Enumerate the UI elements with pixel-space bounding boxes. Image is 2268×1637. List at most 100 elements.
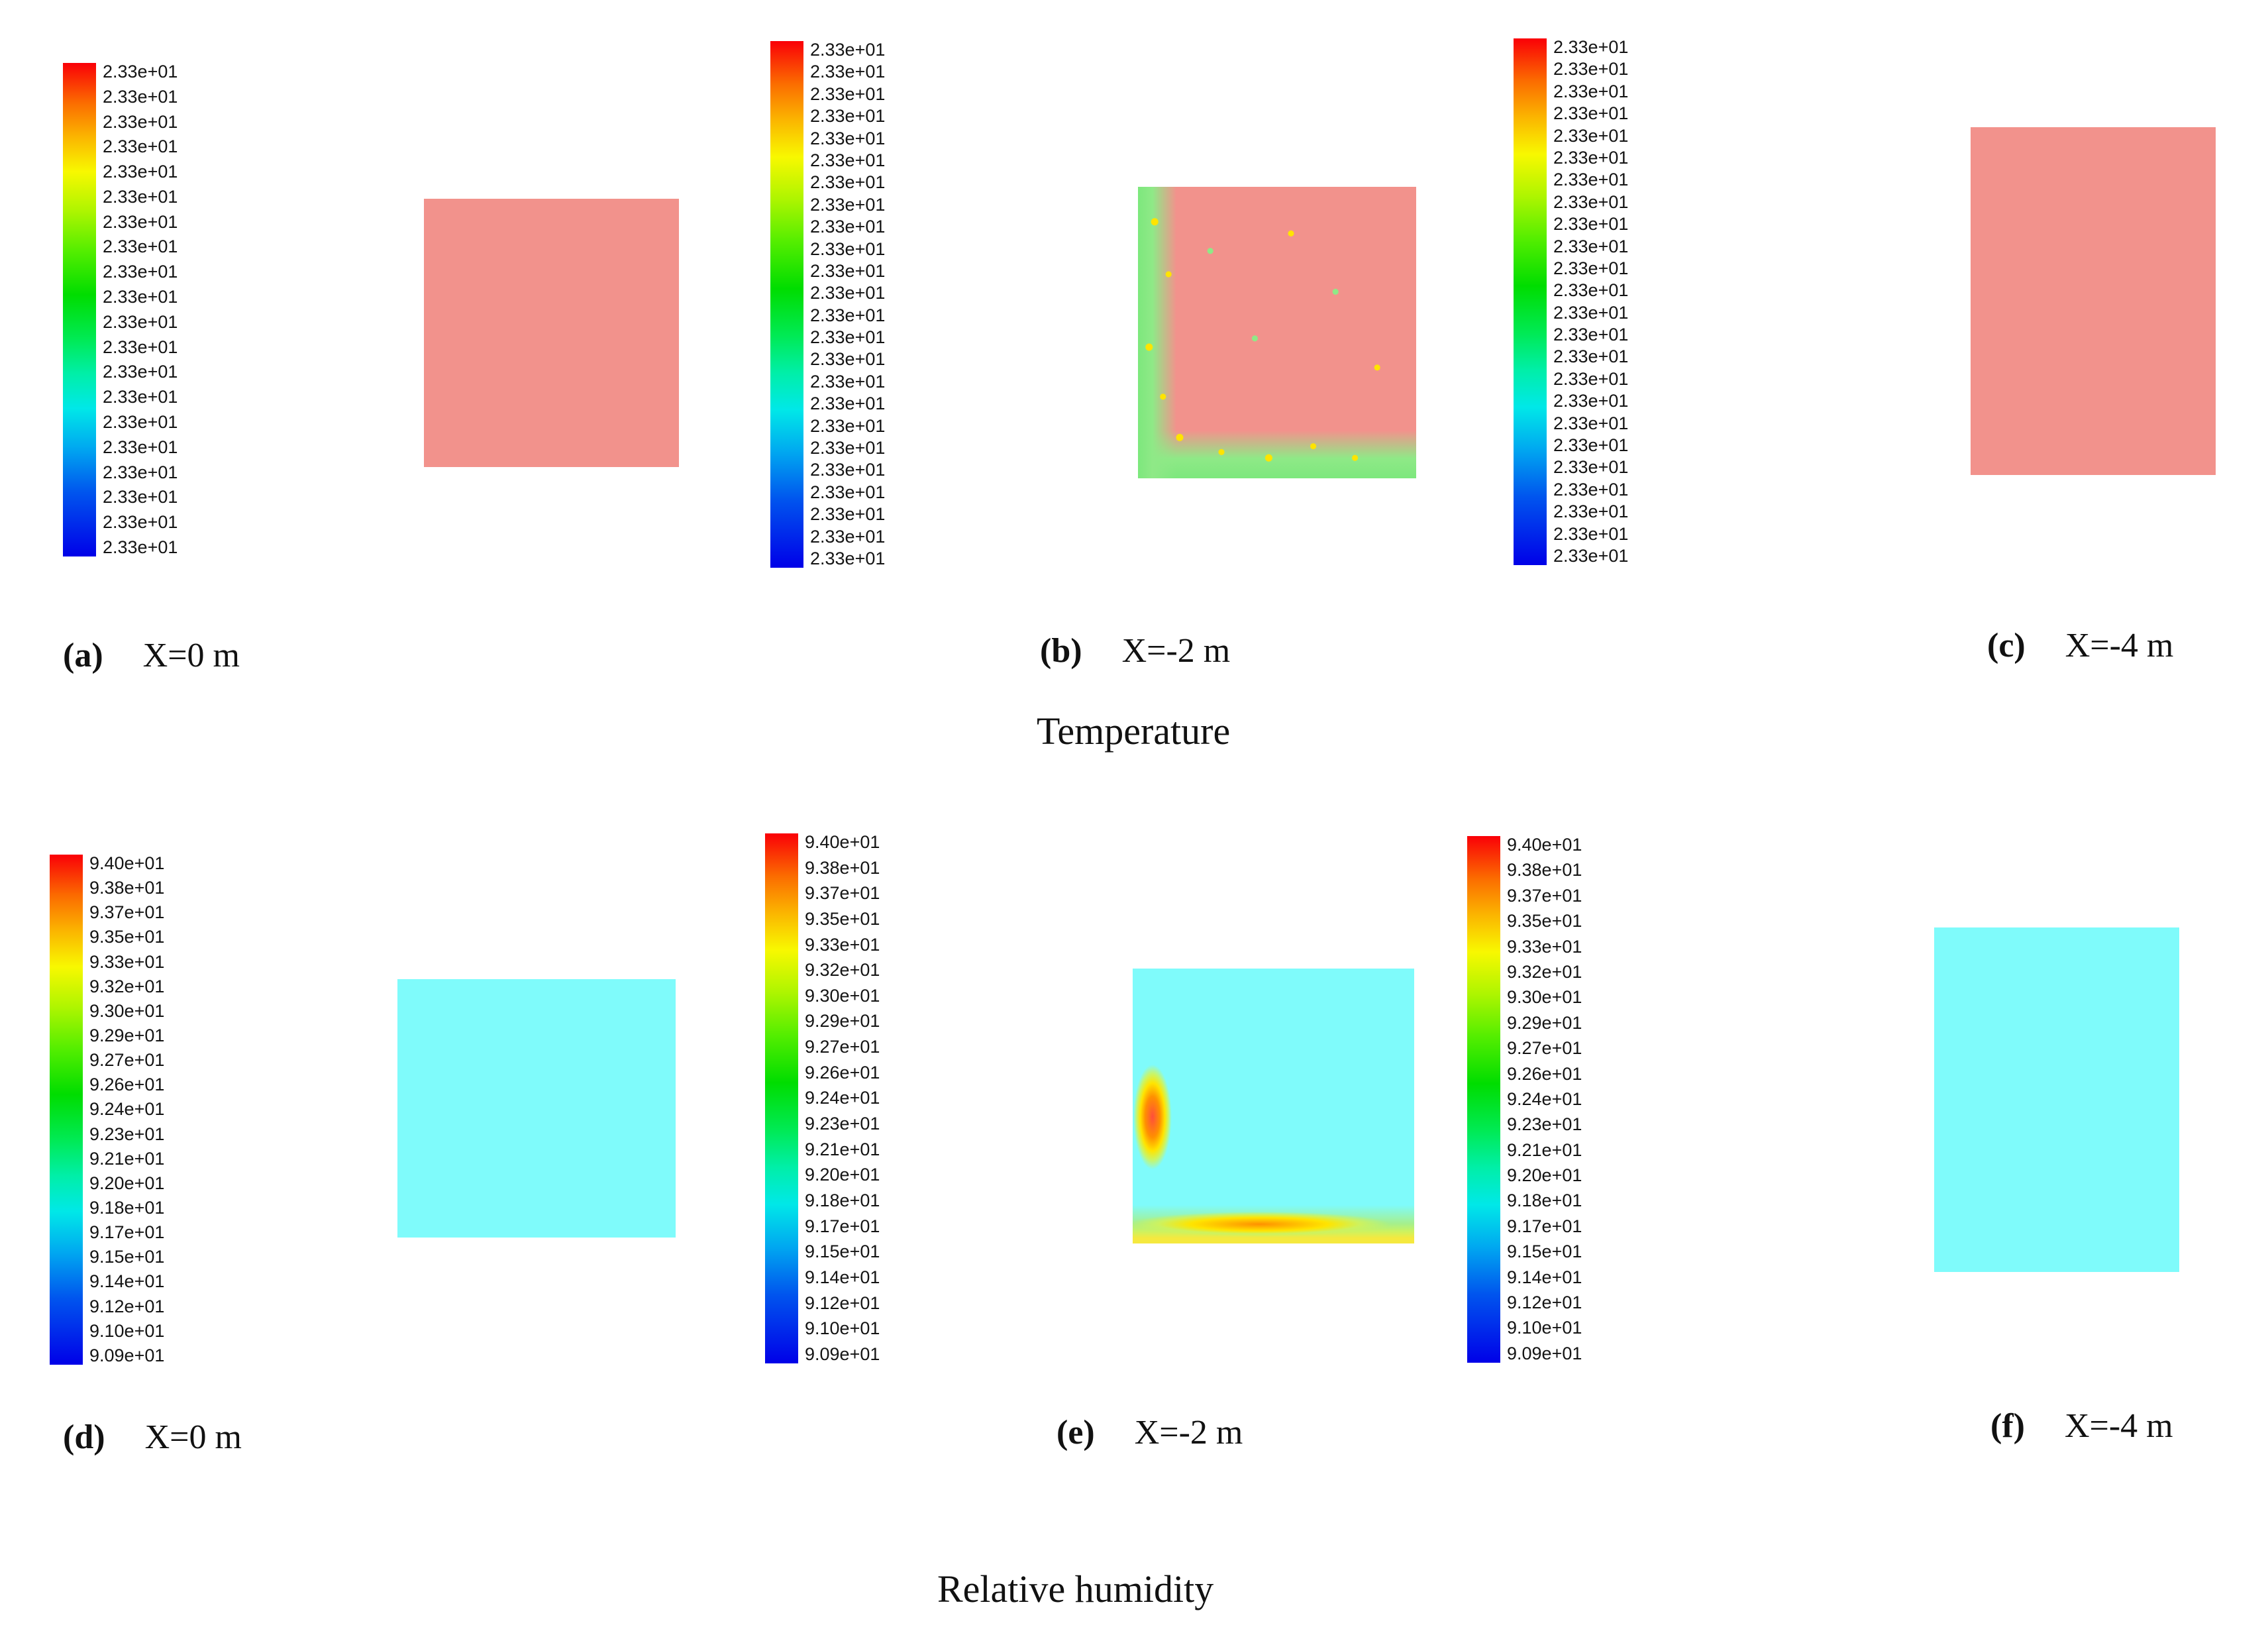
colorbar-tick-label: 2.33e+01 <box>103 362 178 382</box>
colorbar-tick-label: 9.35e+01 <box>805 908 880 929</box>
panel-caption-e: (e) X=-2 m <box>1057 1413 1243 1452</box>
colorbar-tick-label: 2.33e+01 <box>1553 125 1629 146</box>
colorbar-tick-label: 9.12e+01 <box>1507 1293 1582 1313</box>
colorbar-tick-label: 2.33e+01 <box>810 438 886 458</box>
colorbar-tick-labels: 2.33e+01 2.33e+01 2.33e+01 2.33e+01 2.33e+01… <box>810 41 885 568</box>
contour-plot-f <box>1934 927 2179 1272</box>
colorbar-tick-label: 2.33e+01 <box>103 537 178 557</box>
colorbar-tick-label: 2.33e+01 <box>810 349 886 370</box>
colorbar-tick-label: 2.33e+01 <box>103 262 178 282</box>
colorbar-tick-label: 9.10e+01 <box>1507 1318 1582 1338</box>
colorbar-tick-label: 9.10e+01 <box>805 1318 880 1339</box>
colorbar-tick-label: 9.37e+01 <box>1507 885 1582 906</box>
colorbar-tick-label: 2.33e+01 <box>810 327 886 348</box>
colorbar-tick-label: 9.12e+01 <box>805 1293 880 1313</box>
contour-plot-c <box>1971 127 2216 475</box>
colorbar-tick-label: 2.33e+01 <box>1553 413 1629 433</box>
colorbar-tick-label: 2.33e+01 <box>1553 258 1629 278</box>
colorbar-tick-label: 2.33e+01 <box>810 504 886 525</box>
colorbar-gradient <box>1467 836 1500 1363</box>
colorbar-tick-label: 2.33e+01 <box>103 437 178 457</box>
panel-letter: (a) <box>63 637 103 674</box>
colorbar-tick-label: 2.33e+01 <box>1553 435 1629 456</box>
colorbar-gradient <box>63 63 96 556</box>
colorbar-tick-label: 2.33e+01 <box>810 83 886 104</box>
colorbar-tick-label: 2.33e+01 <box>810 238 886 259</box>
colorbar-tick-label: 2.33e+01 <box>810 526 886 547</box>
colorbar-gradient <box>770 41 803 568</box>
panel-caption-f: (f) X=-4 m <box>1990 1406 2173 1446</box>
colorbar-tick-label: 9.27e+01 <box>805 1037 880 1057</box>
colorbar-tick-label: 9.15e+01 <box>1507 1241 1582 1262</box>
colorbar-tick-label: 2.33e+01 <box>810 150 886 170</box>
colorbar-tick-label: 2.33e+01 <box>1553 368 1629 389</box>
colorbar-legend-e: 9.40e+01 9.38e+01 9.37e+01 9.35e+01 9.33e+01… <box>765 833 880 1363</box>
colorbar-tick-label: 9.33e+01 <box>89 951 165 972</box>
colorbar-tick-label: 9.32e+01 <box>805 960 880 980</box>
colorbar-tick-label: 2.33e+01 <box>810 172 886 193</box>
colorbar-tick-label: 2.33e+01 <box>810 194 886 215</box>
colorbar-tick-label: 2.33e+01 <box>1553 81 1629 101</box>
colorbar-tick-label: 9.10e+01 <box>89 1320 165 1341</box>
colorbar-tick-label: 9.17e+01 <box>805 1216 880 1236</box>
panel-plane-label: X=-4 m <box>2065 627 2174 664</box>
panel-letter: (e) <box>1057 1414 1095 1452</box>
colorbar-legend-d: 9.40e+01 9.38e+01 9.37e+01 9.35e+01 9.33e+01… <box>50 855 164 1365</box>
colorbar-tick-label: 9.15e+01 <box>89 1247 165 1267</box>
colorbar-tick-label: 9.12e+01 <box>89 1296 165 1316</box>
colorbar-tick-label: 2.33e+01 <box>1553 191 1629 212</box>
colorbar-tick-label: 9.29e+01 <box>805 1011 880 1031</box>
colorbar-tick-label: 9.20e+01 <box>89 1173 165 1193</box>
colorbar-tick-label: 9.27e+01 <box>1507 1038 1582 1059</box>
colorbar-tick-label: 2.33e+01 <box>810 305 886 325</box>
colorbar-tick-labels: 9.40e+01 9.38e+01 9.37e+01 9.35e+01 9.33e+01… <box>805 833 880 1363</box>
colorbar-tick-label: 2.33e+01 <box>1553 59 1629 79</box>
colorbar-tick-label: 9.35e+01 <box>1507 911 1582 931</box>
colorbar-tick-label: 2.33e+01 <box>103 287 178 307</box>
panel-plane-label: X=0 m <box>144 1418 242 1456</box>
panel-letter: (c) <box>1987 627 2026 664</box>
colorbar-tick-label: 9.27e+01 <box>89 1050 165 1071</box>
colorbar-tick-label: 2.33e+01 <box>810 217 886 237</box>
colorbar-tick-label: 9.40e+01 <box>1507 835 1582 855</box>
colorbar-tick-label: 9.20e+01 <box>805 1165 880 1185</box>
contour-plot-e <box>1133 969 1414 1243</box>
colorbar-tick-label: 9.20e+01 <box>1507 1165 1582 1186</box>
colorbar-tick-labels: 9.40e+01 9.38e+01 9.37e+01 9.35e+01 9.33e+01… <box>89 855 164 1365</box>
colorbar-tick-label: 9.23e+01 <box>805 1114 880 1134</box>
colorbar-tick-label: 9.14e+01 <box>805 1267 880 1287</box>
panel-caption-a: (a) X=0 m <box>63 636 240 675</box>
colorbar-tick-label: 9.32e+01 <box>89 976 165 996</box>
colorbar-tick-label: 9.40e+01 <box>805 832 880 852</box>
colorbar-tick-label: 2.33e+01 <box>1553 502 1629 522</box>
colorbar-tick-label: 2.33e+01 <box>1553 391 1629 411</box>
colorbar-tick-labels: 2.33e+01 2.33e+01 2.33e+01 2.33e+01 2.33e+01… <box>1553 38 1628 565</box>
row-caption-temperature: Temperature <box>1037 710 1231 753</box>
colorbar-tick-label: 2.33e+01 <box>810 460 886 480</box>
colorbar-tick-label: 2.33e+01 <box>1553 236 1629 256</box>
panel-letter: (f) <box>1990 1407 2025 1445</box>
colorbar-tick-label: 2.33e+01 <box>103 337 178 357</box>
colorbar-tick-label: 9.26e+01 <box>805 1062 880 1083</box>
colorbar-tick-label: 2.33e+01 <box>810 371 886 392</box>
colorbar-tick-label: 9.18e+01 <box>805 1190 880 1210</box>
colorbar-tick-label: 9.30e+01 <box>1507 987 1582 1008</box>
colorbar-tick-label: 2.33e+01 <box>810 128 886 148</box>
colorbar-tick-label: 9.17e+01 <box>89 1222 165 1243</box>
colorbar-tick-label: 9.29e+01 <box>1507 1012 1582 1033</box>
panel-plane-label: X=-2 m <box>1134 1414 1243 1452</box>
colorbar-tick-label: 2.33e+01 <box>103 462 178 482</box>
colorbar-tick-label: 2.33e+01 <box>103 311 178 332</box>
contour-plot-d <box>397 979 676 1238</box>
colorbar-tick-labels: 9.40e+01 9.38e+01 9.37e+01 9.35e+01 9.33e+01… <box>1507 836 1582 1363</box>
colorbar-tick-label: 9.18e+01 <box>1507 1190 1582 1211</box>
panel-plane-label: X=-4 m <box>2064 1407 2173 1445</box>
colorbar-tick-label: 2.33e+01 <box>103 136 178 157</box>
colorbar-tick-label: 9.30e+01 <box>89 1000 165 1021</box>
colorbar-tick-label: 2.33e+01 <box>810 283 886 303</box>
colorbar-tick-label: 2.33e+01 <box>103 111 178 132</box>
colorbar-legend-a: 2.33e+01 2.33e+01 2.33e+01 2.33e+01 2.33e+01… <box>63 63 178 556</box>
colorbar-tick-label: 2.33e+01 <box>810 40 886 60</box>
panel-caption-c: (c) X=-4 m <box>1987 626 2173 665</box>
